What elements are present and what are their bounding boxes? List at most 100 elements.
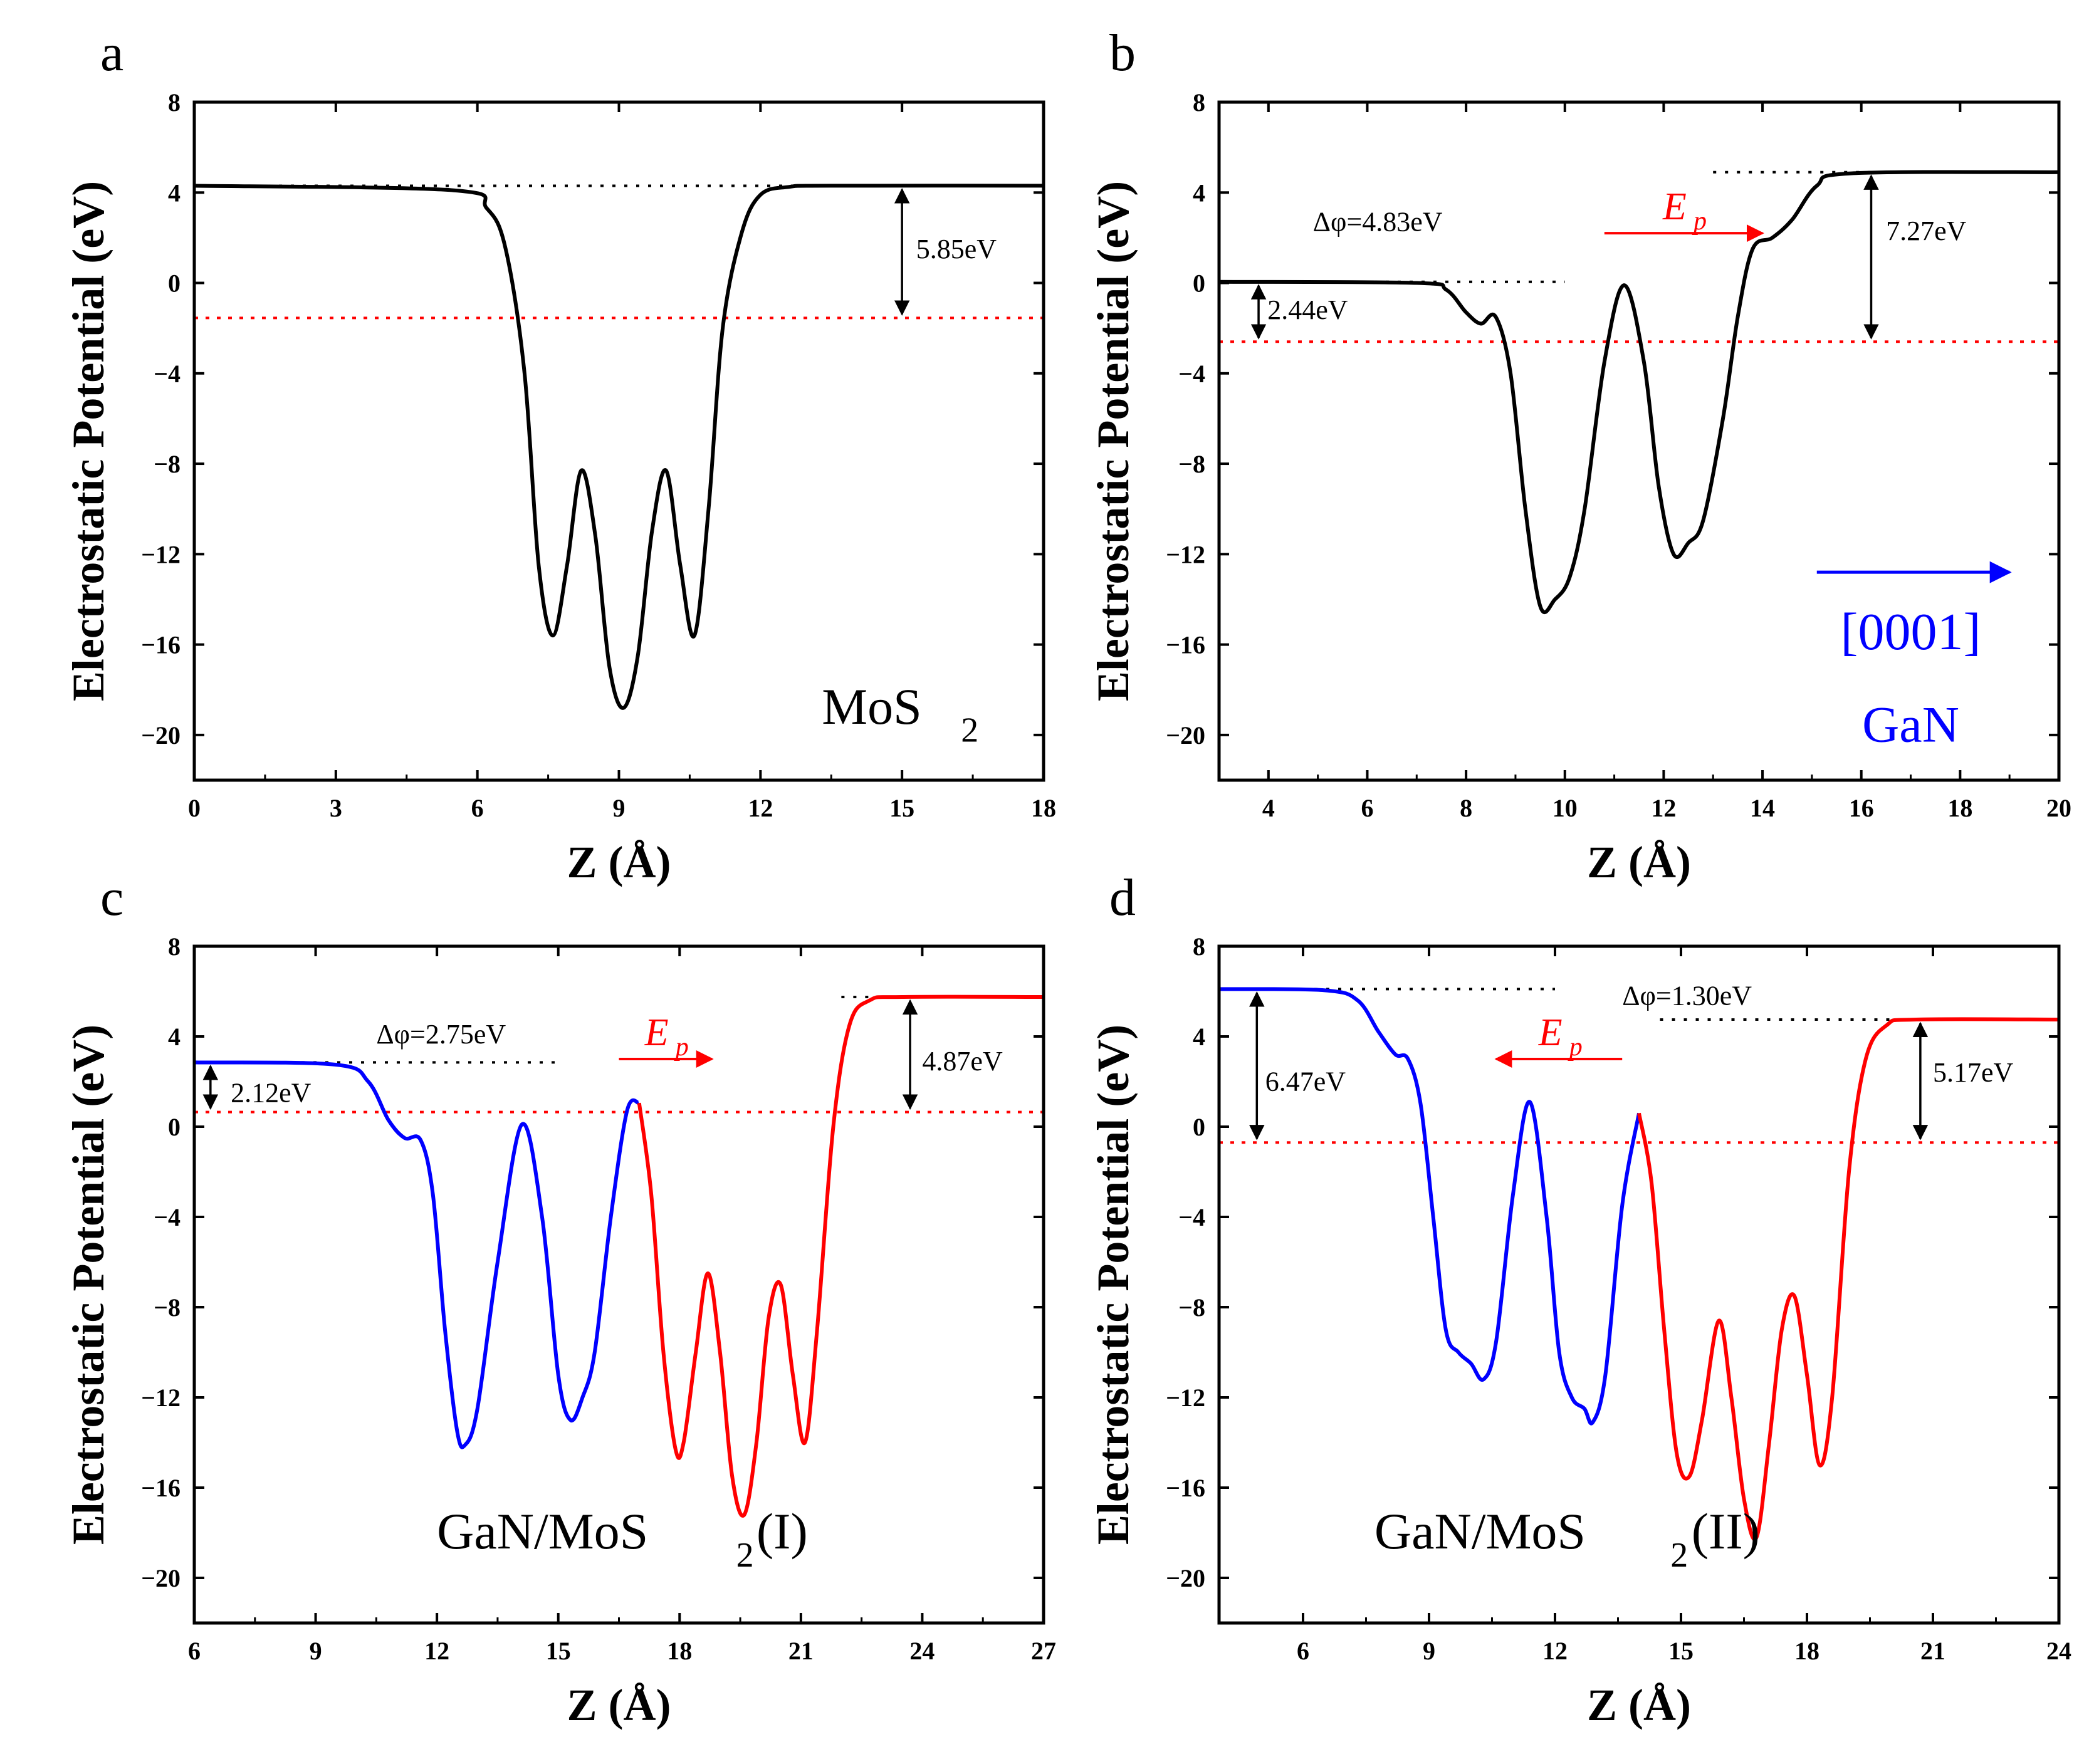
x-tick-label-a: 12 — [748, 794, 773, 822]
panel-letter-c: c — [100, 869, 123, 927]
series-line-gan-c — [194, 1060, 641, 1449]
y-tick-label-d: −16 — [1166, 1474, 1205, 1502]
left-gap-label-b: 2.44eV — [1267, 295, 1348, 325]
y-tick-label-d: 8 — [1193, 932, 1205, 961]
panel-letter-a: a — [100, 24, 123, 82]
series-line-gan-d — [1218, 987, 1641, 1426]
x-tick-label-b: 12 — [1651, 794, 1676, 822]
ep-label-d: E — [1538, 1011, 1563, 1054]
y-tick-label-b: 8 — [1193, 88, 1205, 117]
x-axis-title-d: Z (Å) — [1587, 1680, 1691, 1730]
sample-label-sub-c: 2 — [736, 1536, 754, 1575]
plot-frame-b — [1217, 100, 2061, 782]
y-tick-label-d: −4 — [1178, 1203, 1205, 1231]
y-tick-label-b: −16 — [1166, 631, 1205, 659]
y-tick-label-c: −8 — [154, 1293, 181, 1322]
y-tick-label-a: 0 — [168, 269, 181, 298]
y-tick-label-d: −12 — [1166, 1384, 1205, 1412]
y-tick-label-c: −16 — [141, 1474, 181, 1502]
y-tick-label-d: 4 — [1193, 1023, 1205, 1051]
x-tick-label-a: 6 — [471, 794, 484, 822]
panel-d: d 6 9 12 15 18 21 24 8 4 0 −4 −8 −12 −16 −20 Z (Å) Electr… — [1088, 869, 2071, 1730]
x-tick-label-b: 4 — [1262, 794, 1275, 822]
x-tick-label-b: 18 — [1947, 794, 1972, 822]
y-tick-label-b: −20 — [1166, 721, 1205, 749]
x-tick-label-d: 12 — [1542, 1637, 1568, 1665]
y-tick-label-c: −20 — [141, 1564, 181, 1592]
x-axis-title-c: Z (Å) — [567, 1680, 671, 1730]
sample-label-c: GaN/MoS — [437, 1503, 648, 1560]
y-tick-label-c: 8 — [168, 932, 181, 961]
y-tick-label-b: −8 — [1178, 450, 1205, 478]
series-line-mos2-c — [637, 994, 1044, 1518]
delta-phi-label-d: Δφ=1.30eV — [1622, 981, 1752, 1011]
sample-label-b: GaN — [1862, 696, 1959, 753]
x-tick-label-a: 18 — [1031, 794, 1056, 822]
x-tick-label-b: 20 — [2046, 794, 2071, 822]
x-tick-label-c: 15 — [546, 1637, 571, 1665]
y-tick-label-a: −16 — [141, 631, 181, 659]
y-tick-label-b: 0 — [1193, 269, 1205, 298]
y-tick-label-c: 0 — [168, 1113, 181, 1141]
ep-label-b: E — [1662, 185, 1687, 228]
x-tick-label-c: 18 — [667, 1637, 692, 1665]
left-gap-label-d: 6.47eV — [1265, 1066, 1346, 1097]
plot-frame-a — [192, 100, 1045, 782]
x-tick-label-a: 15 — [889, 794, 914, 822]
y-axis-title-d: Electrostatic Potential (eV) — [1088, 1025, 1138, 1545]
x-tick-label-a: 0 — [188, 794, 201, 822]
sample-label-d: GaN/MoS — [1374, 1503, 1586, 1560]
x-tick-label-d: 18 — [1794, 1637, 1819, 1665]
x-tick-label-d: 6 — [1297, 1637, 1309, 1665]
right-gap-label-b: 7.27eV — [1886, 216, 1967, 246]
y-tick-label-b: −12 — [1166, 540, 1205, 568]
x-tick-label-b: 8 — [1460, 794, 1472, 822]
x-tick-label-c: 21 — [788, 1637, 814, 1665]
panel-a: a 0 3 6 9 12 15 18 8 4 0 −4 −8 −12 −16 −20 Z (Å) Electros… — [63, 24, 1056, 887]
panel-letter-b: b — [1109, 24, 1136, 82]
x-tick-label-c: 9 — [310, 1637, 322, 1665]
delta-phi-label-b: Δφ=4.83eV — [1313, 207, 1443, 237]
panel-c: c 6 9 12 15 18 21 24 27 8 4 0 −4 −8 −12 −16 −20 Z (Å) Elec… — [63, 869, 1056, 1730]
sample-label-a: MoS — [822, 678, 922, 735]
y-axis-title-b: Electrostatic Potential (eV) — [1088, 181, 1138, 701]
x-tick-label-b: 6 — [1361, 794, 1373, 822]
x-tick-label-a: 9 — [613, 794, 626, 822]
x-tick-label-c: 6 — [188, 1637, 201, 1665]
y-tick-label-d: −20 — [1166, 1564, 1205, 1592]
plot-frame-d — [1217, 944, 2061, 1625]
y-tick-label-b: 4 — [1193, 179, 1205, 207]
y-tick-label-d: −8 — [1178, 1293, 1205, 1322]
y-tick-label-d: 0 — [1193, 1113, 1205, 1141]
x-tick-label-c: 12 — [424, 1637, 449, 1665]
y-axis-title-c: Electrostatic Potential (eV) — [63, 1025, 113, 1545]
gap-label-a: 5.85eV — [916, 234, 997, 264]
y-tick-label-a: −20 — [141, 721, 181, 749]
plot-frame-c — [192, 944, 1045, 1625]
ep-label-sub-d: p — [1568, 1033, 1583, 1062]
delta-phi-label-c: Δφ=2.75eV — [376, 1019, 506, 1050]
x-tick-label-b: 14 — [1750, 794, 1775, 822]
ep-label-sub-c: p — [674, 1033, 689, 1062]
y-tick-label-a: −12 — [141, 540, 181, 568]
x-tick-label-c: 27 — [1031, 1637, 1056, 1665]
right-gap-label-c: 4.87eV — [922, 1046, 1003, 1077]
x-axis-title-b: Z (Å) — [1587, 837, 1691, 887]
x-tick-label-c: 24 — [909, 1637, 935, 1665]
y-tick-label-a: −8 — [154, 450, 181, 478]
sample-label-sub-a: 2 — [961, 711, 978, 750]
sample-label-suffix-d: (II) — [1692, 1503, 1760, 1560]
x-tick-label-d: 21 — [1920, 1637, 1945, 1665]
left-gap-label-c: 2.12eV — [231, 1077, 312, 1108]
x-tick-label-b: 16 — [1849, 794, 1874, 822]
x-axis-title-a: Z (Å) — [567, 837, 671, 887]
y-tick-label-c: −12 — [141, 1384, 181, 1412]
x-tick-label-b: 10 — [1552, 794, 1578, 822]
y-tick-label-a: 4 — [168, 179, 181, 207]
x-tick-label-d: 15 — [1668, 1637, 1694, 1665]
sample-label-sub-d: 2 — [1670, 1536, 1688, 1575]
series-line-mos2-a — [194, 184, 1044, 710]
x-tick-label-d: 24 — [2046, 1637, 2071, 1665]
x-tick-label-a: 3 — [330, 794, 342, 822]
y-axis-title-a: Electrostatic Potential (eV) — [63, 181, 113, 701]
